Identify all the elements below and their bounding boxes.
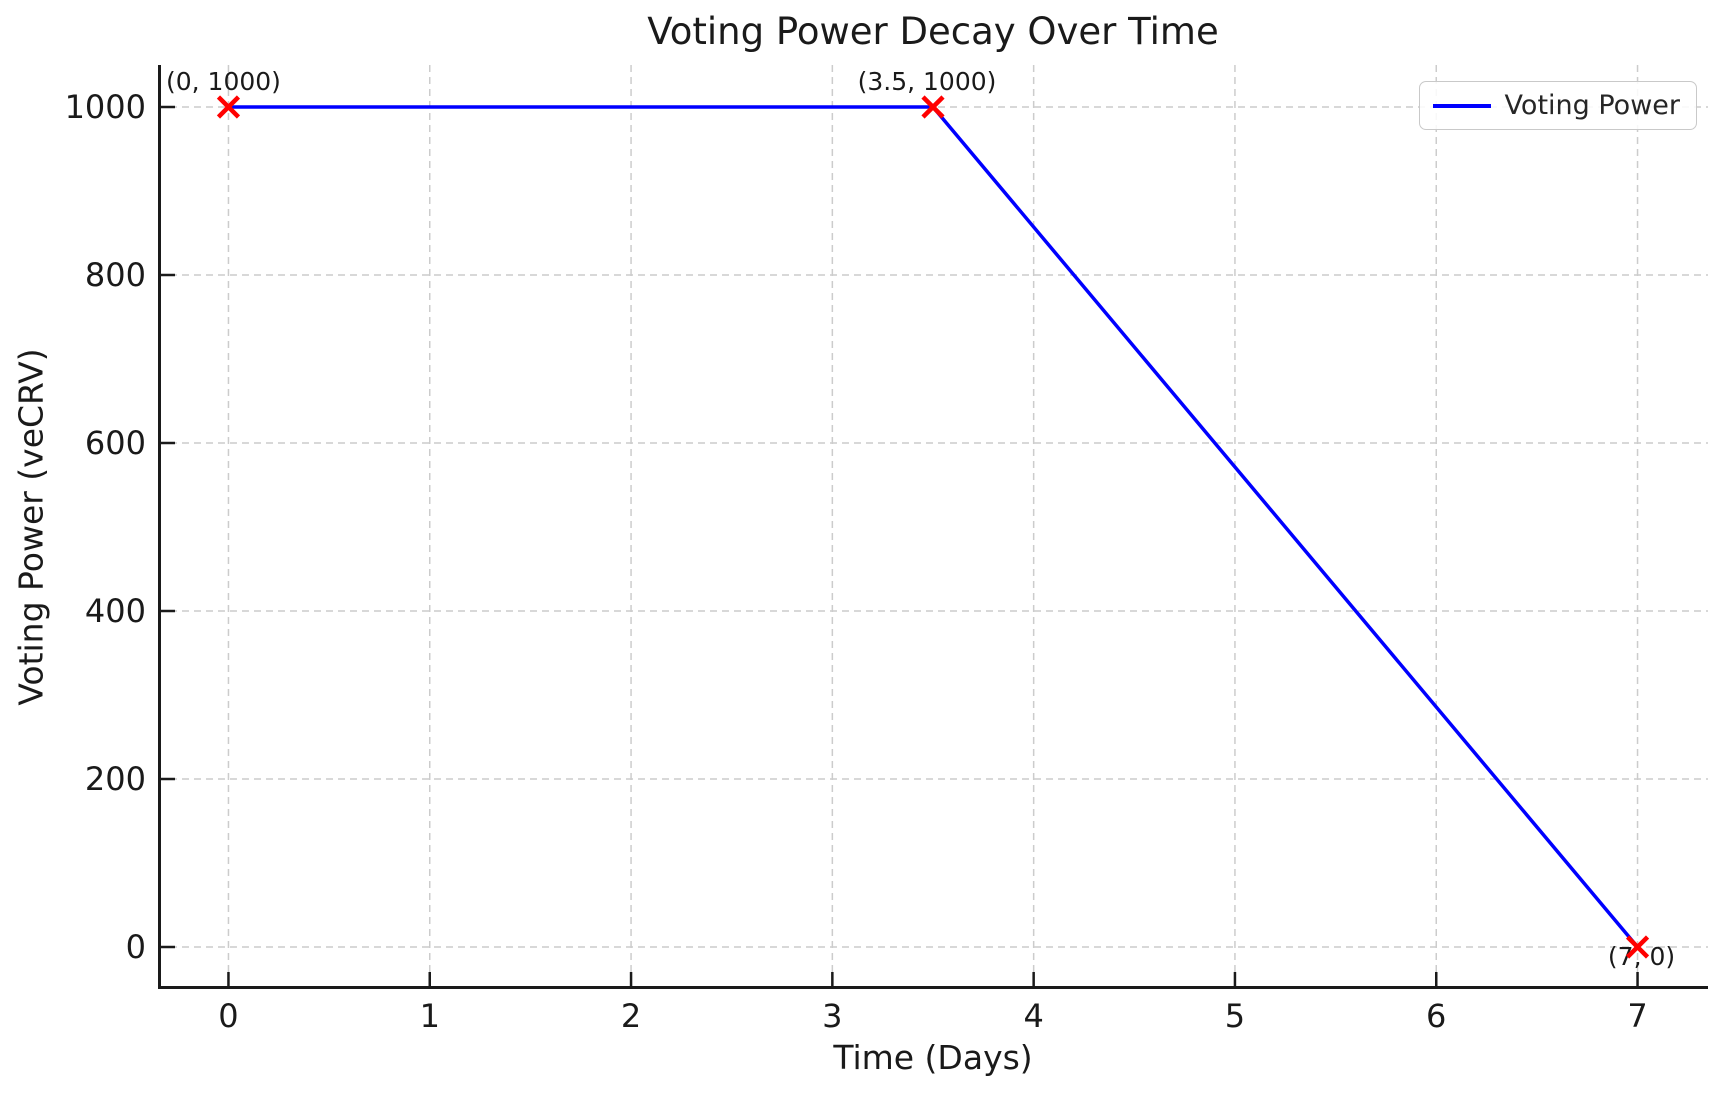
x-tick-label: 1 — [419, 997, 440, 1035]
series-and-markers — [216, 95, 1650, 959]
annotation-layer: (0, 1000) (3.5, 1000) (7, 0) — [158, 65, 1708, 989]
x-tick-label: 4 — [1023, 997, 1044, 1035]
plot-area: (0, 1000) (3.5, 1000) (7, 0) Voting Power — [158, 65, 1708, 989]
data-point-marker — [1625, 935, 1650, 959]
x-tick-label: 5 — [1224, 997, 1246, 1035]
data-point-marker — [921, 95, 945, 119]
y-tick-label: 600 — [84, 424, 146, 462]
legend-line-icon — [1432, 103, 1491, 108]
y-tick-label: 800 — [84, 256, 146, 294]
point-annotation: (3.5, 1000) — [857, 67, 997, 96]
point-annotation: (0, 1000) — [165, 67, 281, 96]
x-tick-label: 2 — [620, 997, 642, 1035]
y-tick-label: 400 — [84, 592, 146, 630]
chart-title: Voting Power Decay Over Time — [647, 10, 1219, 53]
x-tick-label: 0 — [218, 997, 239, 1035]
x-tick-label: 3 — [822, 997, 843, 1035]
y-tick-label: 1000 — [64, 88, 146, 126]
x-tick-label: 7 — [1627, 997, 1648, 1035]
data-point-marker — [216, 95, 241, 119]
grid-and-axes — [158, 65, 1708, 989]
y-tick-label: 0 — [125, 928, 146, 966]
x-axis-label: Time (Days) — [833, 1038, 1033, 1077]
x-tick-label: 6 — [1426, 997, 1447, 1035]
legend: Voting Power — [1418, 81, 1697, 130]
point-annotation: (7, 0) — [1607, 942, 1676, 971]
y-tick-label: 200 — [84, 760, 146, 798]
legend-label: Voting Power — [1504, 90, 1680, 121]
y-axis-label: Voting Power (veCRV) — [11, 348, 51, 706]
series-line — [228, 105, 1639, 949]
